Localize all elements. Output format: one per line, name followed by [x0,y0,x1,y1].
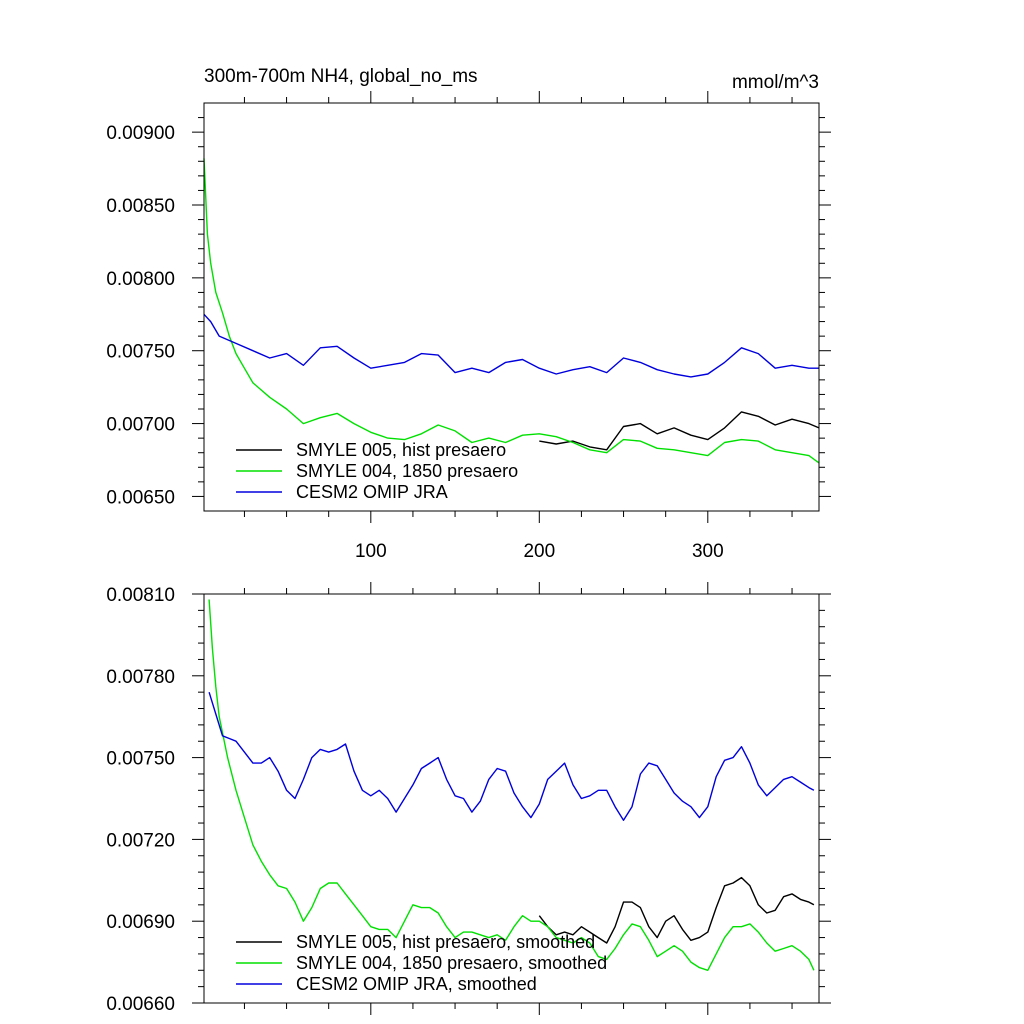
y-tick-label: 0.00750 [106,749,175,770]
top-panel-series [203,158,820,464]
y-tick-label: 0.00690 [106,912,175,933]
legend-label-3: CESM2 OMIP JRA, smoothed [296,974,537,994]
top-panel: 300m-700m NH4, global_no_ms mmol/m^3 0.0… [106,66,831,562]
series-line-1 [538,876,815,944]
y-tick-label: 0.00780 [106,667,175,688]
bottom-panel-axes: 0.00660 0.00690 0.00720 0.00750 0.00780 0.008… [106,582,831,1015]
y-tick-label: 0.00650 [106,487,175,508]
legend-label-2: SMYLE 004, 1850 presaero, smoothed [296,953,607,973]
series-line-1 [539,411,820,451]
legend-label-2: SMYLE 004, 1850 presaero [296,461,518,481]
bottom-panel-legend: SMYLE 005, hist presaero, smoothedSMYLE … [236,932,607,994]
x-tick-label: 300 [692,541,724,562]
bottom-panel-series [208,599,815,971]
series-line-2 [208,599,815,971]
series-line-3 [203,313,819,378]
y-tick-label: 0.00800 [106,269,175,290]
y-tick-label: 0.00850 [106,196,175,217]
y-tick-label: 0.00810 [106,585,175,606]
top-panel-axes: 0.00650 0.00700 0.00750 0.00800 0.00850 0.009… [106,91,831,562]
plot-frame [203,593,820,1004]
legend-label-3: CESM2 OMIP JRA [296,482,448,502]
y-tick-label: 0.00720 [106,830,175,851]
y-tick-label: 0.00700 [106,415,175,436]
y-tick-label: 0.00900 [106,123,175,144]
top-panel-units: mmol/m^3 [732,72,819,93]
series-line-2 [203,158,820,464]
x-tick-label: 100 [355,541,387,562]
legend-label-1: SMYLE 005, hist presaero, smoothed [296,932,595,952]
y-tick-label: 0.00750 [106,342,175,363]
legend-label-1: SMYLE 005, hist presaero [296,440,506,460]
top-panel-title: 300m-700m NH4, global_no_ms [204,66,478,87]
bottom-panel: 0.00660 0.00690 0.00720 0.00750 0.00780 0.008… [106,582,831,1015]
y-tick-label: 0.00660 [106,994,175,1015]
x-tick-label: 200 [523,541,555,562]
series-line-3 [208,691,815,821]
